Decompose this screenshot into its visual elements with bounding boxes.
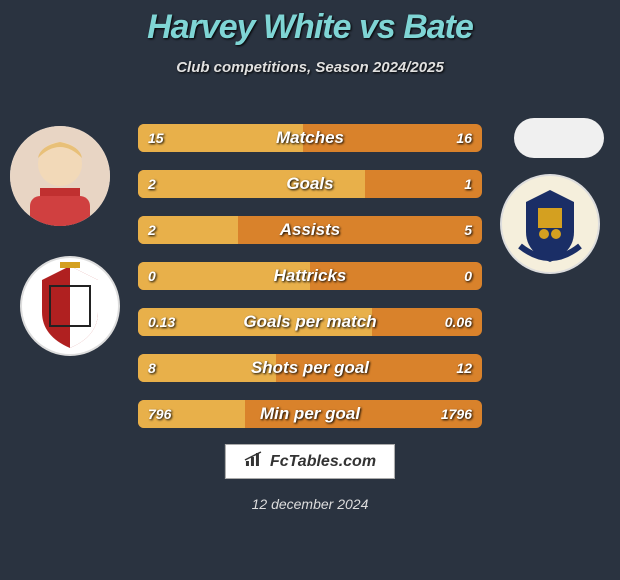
stat-label: Matches [138, 124, 482, 152]
comparison-bars: 15Matches162Goals12Assists50Hattricks00.… [138, 124, 482, 446]
stat-right-value: 1796 [431, 400, 482, 428]
stat-right-value: 1 [454, 170, 482, 198]
stat-bar: 8Shots per goal12 [138, 354, 482, 382]
stat-label: Goals [138, 170, 482, 198]
stat-bar: 796Min per goal1796 [138, 400, 482, 428]
club-left-crest [20, 256, 120, 356]
player-right-avatar [514, 118, 604, 158]
brand-text: FcTables.com [270, 453, 376, 471]
stat-bar: 2Assists5 [138, 216, 482, 244]
stat-bar: 15Matches16 [138, 124, 482, 152]
stat-right-value: 0 [454, 262, 482, 290]
stat-bar: 0.13Goals per match0.06 [138, 308, 482, 336]
stat-right-value: 5 [454, 216, 482, 244]
stat-bar: 2Goals1 [138, 170, 482, 198]
stat-label: Goals per match [138, 308, 482, 336]
stat-label: Hattricks [138, 262, 482, 290]
player-left-avatar [10, 126, 110, 226]
stat-label: Assists [138, 216, 482, 244]
stat-right-value: 12 [446, 354, 482, 382]
brand-icon [244, 451, 264, 472]
stat-label: Shots per goal [138, 354, 482, 382]
brand-badge: FcTables.com [225, 444, 395, 479]
page-subtitle: Club competitions, Season 2024/2025 [0, 59, 620, 76]
stat-bar: 0Hattricks0 [138, 262, 482, 290]
stat-right-value: 16 [446, 124, 482, 152]
stat-right-value: 0.06 [435, 308, 482, 336]
page-title: Harvey White vs Bate [0, 0, 620, 47]
club-right-crest [500, 174, 600, 274]
date-line: 12 december 2024 [0, 496, 620, 512]
